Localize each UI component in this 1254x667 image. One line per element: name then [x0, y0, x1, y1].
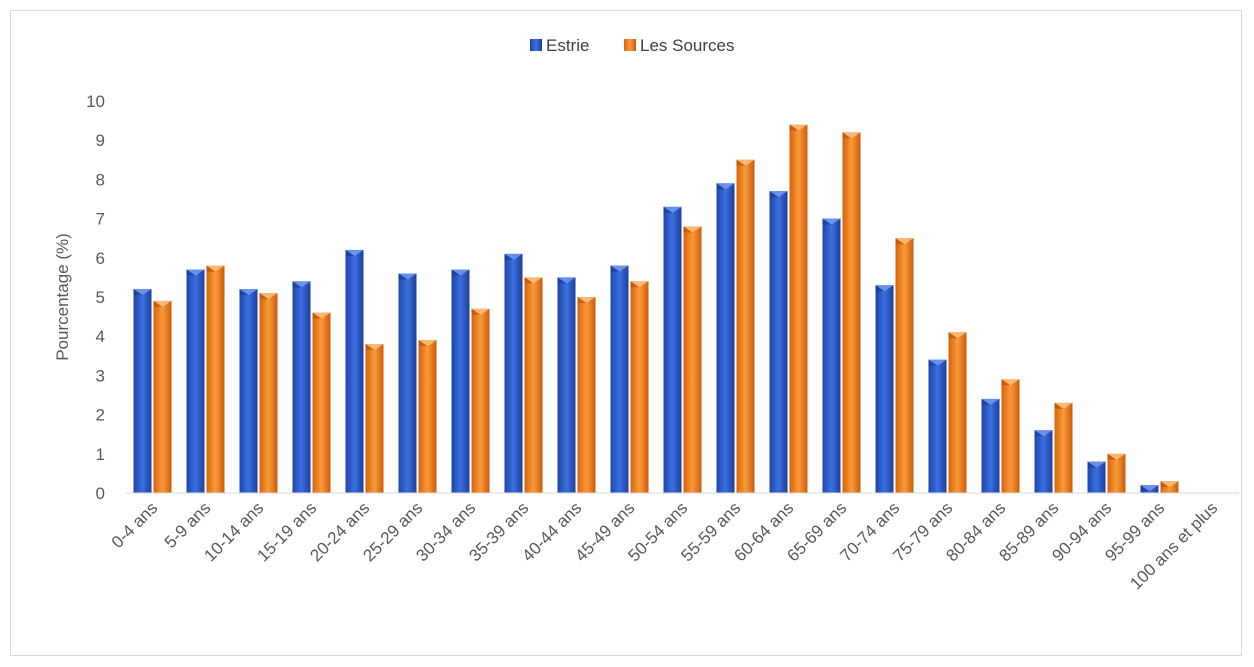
- legend-swatch-les-sources: [624, 39, 636, 51]
- y-tick-label: 0: [96, 484, 105, 503]
- bar-les-sources: [1107, 453, 1126, 493]
- bars: [133, 124, 1179, 494]
- bar-estrie: [292, 281, 311, 493]
- bar-estrie: [1140, 485, 1159, 493]
- bar-les-sources: [842, 132, 861, 494]
- bar-estrie: [345, 249, 364, 493]
- bar-estrie: [398, 273, 417, 493]
- bar-les-sources: [418, 340, 437, 493]
- legend-swatch-estrie: [530, 39, 542, 51]
- y-tick-label: 10: [86, 92, 105, 111]
- bar-estrie: [716, 183, 735, 493]
- x-tick-label: 5-9 ans: [161, 498, 215, 552]
- bar-les-sources: [948, 332, 967, 493]
- bar-les-sources: [683, 226, 702, 493]
- y-tick-label: 3: [96, 366, 105, 385]
- bar-estrie: [663, 206, 682, 493]
- y-axis: 0 1 2 3 4 5 6 7 8 9 10: [86, 92, 105, 503]
- bar-estrie: [239, 289, 258, 493]
- bar-estrie: [769, 191, 788, 493]
- bar-les-sources: [630, 281, 649, 493]
- bar-estrie: [451, 269, 470, 493]
- bar-estrie: [610, 265, 629, 493]
- bar-estrie: [875, 285, 894, 493]
- chart-container: Estrie Les Sources 0 1 2 3 4 5 6 7 8 9 10 Pourcenta…: [10, 10, 1242, 656]
- bar-estrie: [1087, 461, 1106, 493]
- bar-estrie: [133, 289, 152, 493]
- y-tick-label: 7: [96, 210, 105, 229]
- y-tick-label: 8: [96, 170, 105, 189]
- bar-les-sources: [1160, 481, 1179, 493]
- bar-estrie: [186, 269, 205, 493]
- bar-les-sources: [789, 124, 808, 494]
- y-tick-label: 1: [96, 445, 105, 464]
- bar-les-sources: [1054, 402, 1073, 493]
- bar-estrie: [822, 218, 841, 493]
- legend: Estrie Les Sources: [530, 36, 735, 55]
- bar-estrie: [928, 359, 947, 493]
- y-tick-label: 4: [96, 327, 105, 346]
- bar-les-sources: [577, 297, 596, 493]
- bar-estrie: [981, 398, 1000, 493]
- bar-les-sources: [736, 159, 755, 494]
- y-tick-label: 2: [96, 406, 105, 425]
- bar-les-sources: [259, 293, 278, 493]
- bar-les-sources: [206, 265, 225, 493]
- bar-les-sources: [524, 277, 543, 493]
- bar-les-sources: [153, 300, 172, 493]
- legend-label-les-sources: Les Sources: [640, 36, 735, 55]
- y-tick-label: 5: [96, 288, 105, 307]
- bar-les-sources: [1001, 379, 1020, 493]
- bar-les-sources: [471, 308, 490, 493]
- y-tick-label: 9: [96, 131, 105, 150]
- bar-les-sources: [312, 312, 331, 493]
- bar-les-sources: [895, 238, 914, 493]
- y-axis-title: Pourcentage (%): [53, 233, 72, 361]
- bar-estrie: [557, 277, 576, 493]
- legend-label-estrie: Estrie: [546, 36, 589, 55]
- bar-les-sources: [365, 344, 384, 493]
- bar-estrie: [1034, 430, 1053, 493]
- y-tick-label: 6: [96, 249, 105, 268]
- bar-chart: Estrie Les Sources 0 1 2 3 4 5 6 7 8 9 10 Pourcenta…: [53, 36, 1239, 593]
- x-tick-label: 0-4 ans: [108, 498, 162, 552]
- bar-estrie: [504, 253, 523, 493]
